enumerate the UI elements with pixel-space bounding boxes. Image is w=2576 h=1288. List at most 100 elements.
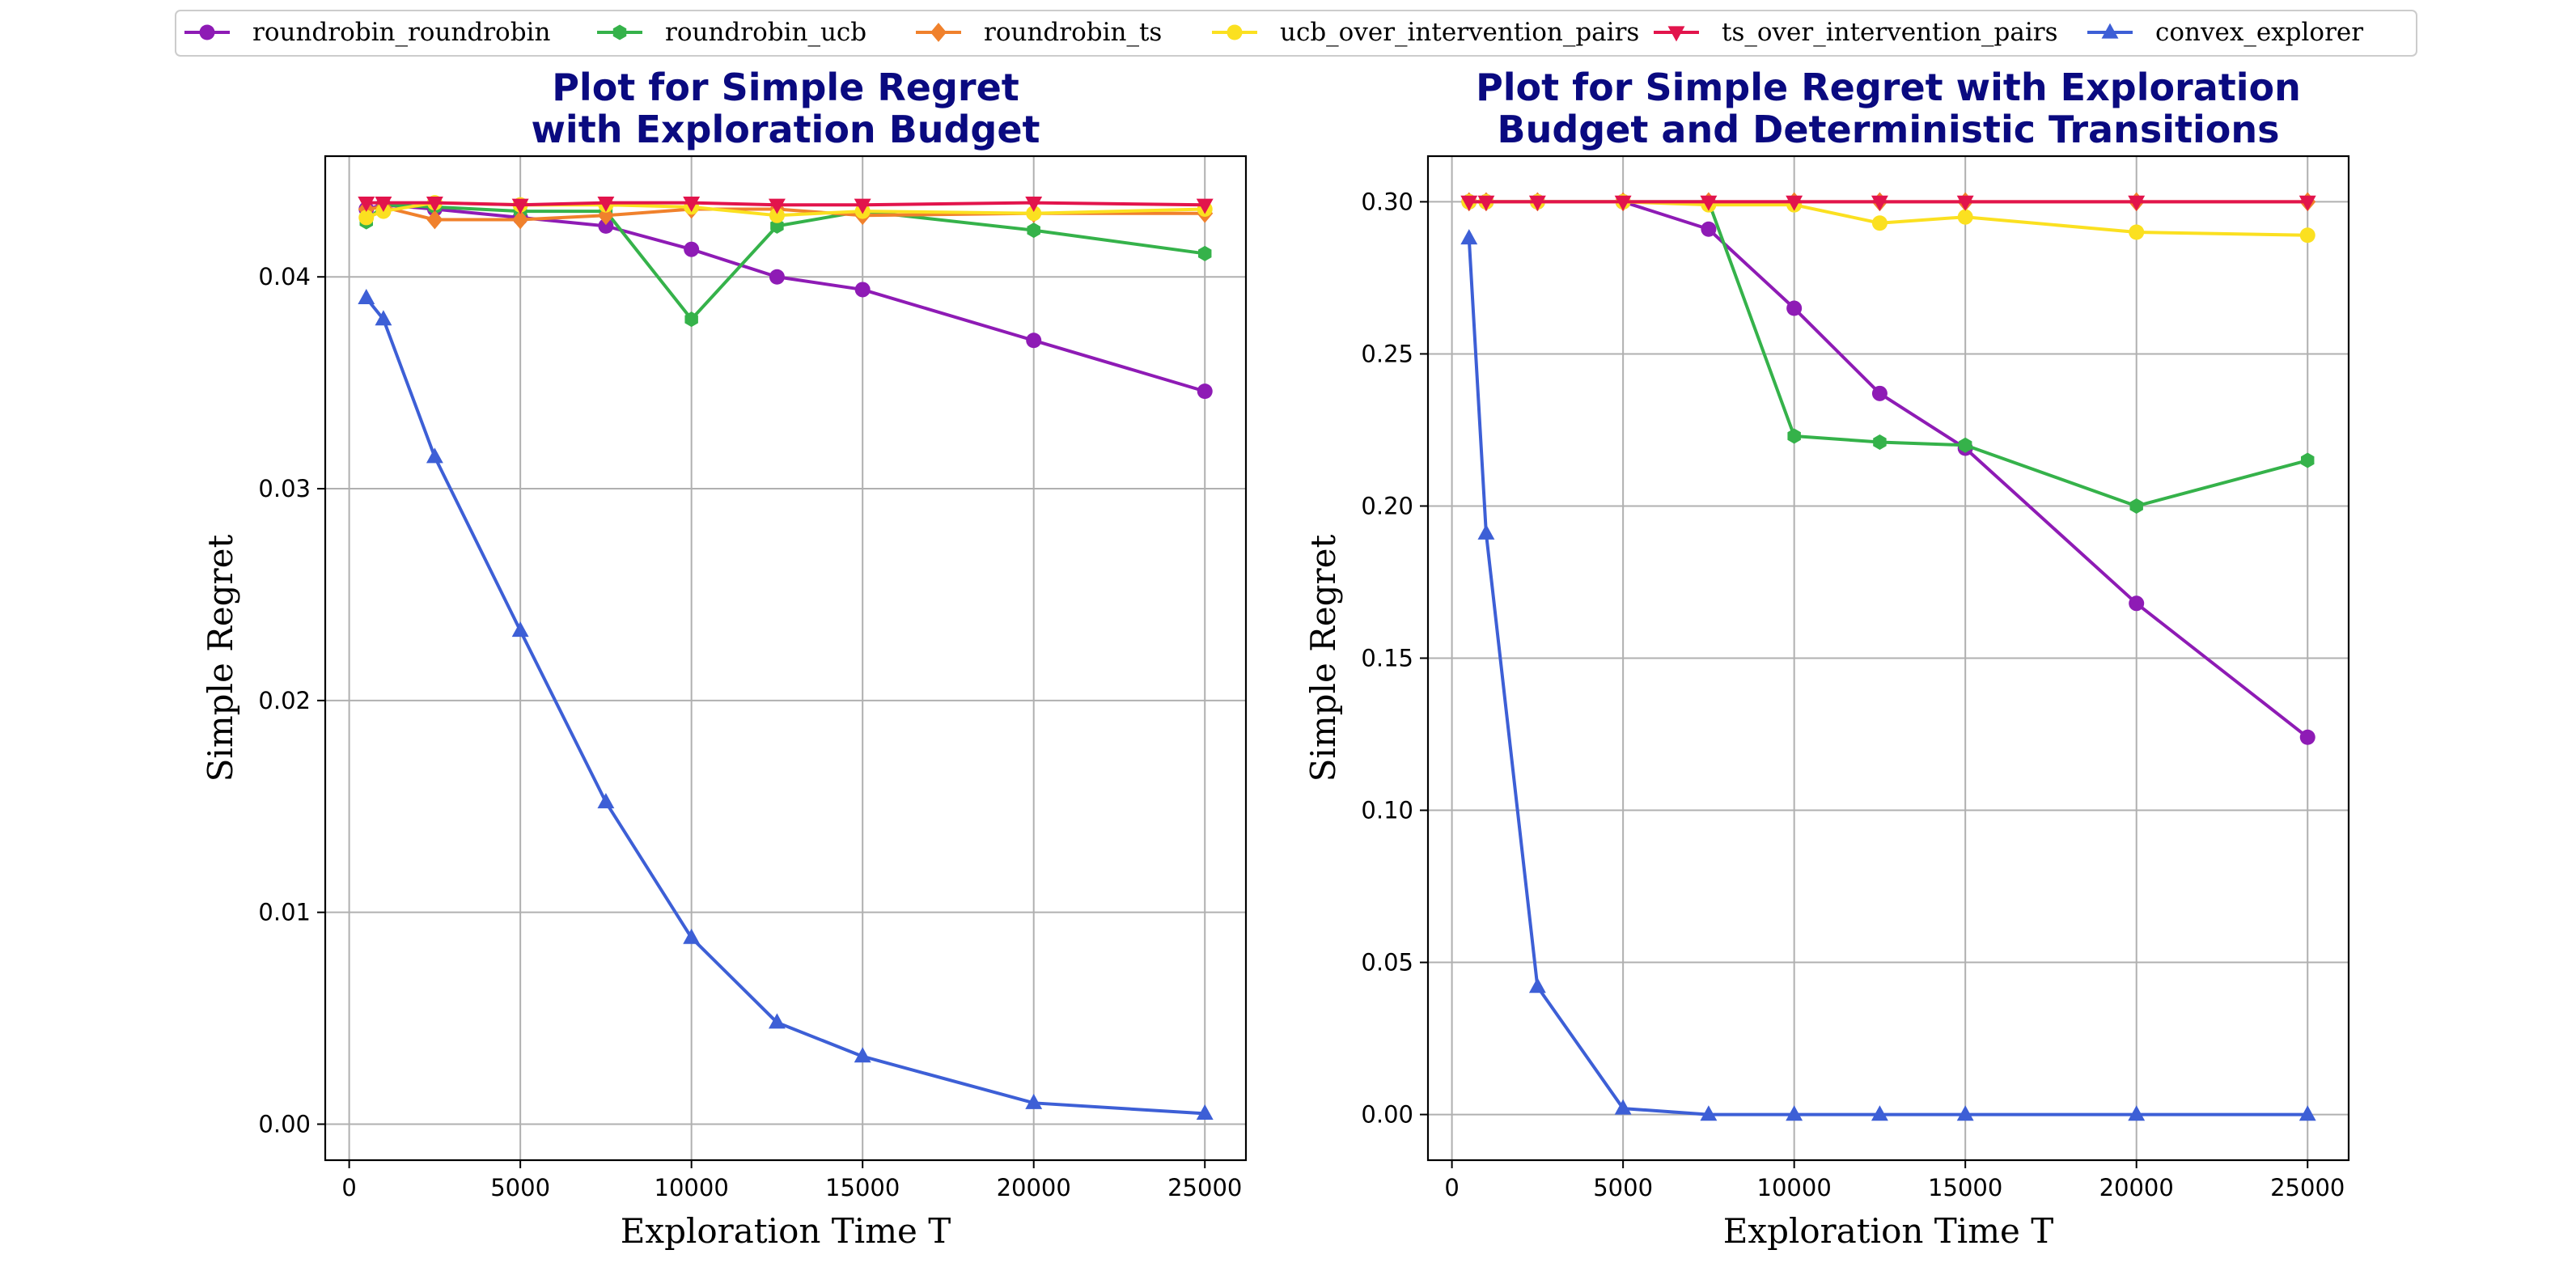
data-point [375, 196, 392, 212]
data-point [684, 311, 698, 328]
data-point [1614, 195, 1632, 211]
x-tick-label: 25000 [2270, 1174, 2345, 1201]
data-point [2298, 195, 2316, 211]
chart-panel-1: 0 5000 10000 15000 20000 25000 0.00 0.01 0.02 0.0… [201, 66, 1248, 1251]
series-line [1468, 200, 2308, 237]
data-point [1956, 1105, 1974, 1121]
data-point [598, 218, 614, 234]
data-point [1700, 1105, 1718, 1121]
data-point [2128, 1105, 2146, 1121]
data-point [2301, 452, 2315, 468]
chart-title-line: Budget and Deterministic Transitions [1498, 108, 2280, 151]
series-line [1468, 200, 2309, 739]
legend: roundrobin_roundrobin roundrobin_ucb round… [175, 10, 2417, 57]
series-roundrobin_roundrobin [358, 197, 1213, 400]
data-point [1786, 195, 1803, 211]
series-line [366, 201, 1205, 207]
data-point [854, 1047, 871, 1063]
data-point [1528, 977, 1546, 994]
legend-entry: roundrobin_roundrobin [184, 18, 550, 47]
legend-box [175, 10, 2417, 57]
series-convex_explorer [1460, 229, 2316, 1121]
series-ts_over_intervention_pairs [1460, 195, 2316, 211]
y-tick-label: 0.02 [258, 687, 311, 714]
data-point [1871, 1105, 1888, 1121]
plot-frame [324, 155, 1248, 1162]
data-point [511, 621, 529, 638]
data-point [1197, 383, 1213, 400]
data-point [2298, 1105, 2316, 1121]
legend-entry: roundrobin_ts [916, 18, 1162, 47]
y-tick-label: 0.00 [258, 1110, 311, 1138]
legend-entry: ucb_over_intervention_pairs [1212, 18, 1639, 47]
x-tick-label: 0 [341, 1174, 356, 1201]
series-convex_explorer [358, 289, 1214, 1121]
data-point [1871, 215, 1888, 231]
data-point [768, 198, 786, 214]
x-tick-label: 25000 [1167, 1174, 1242, 1201]
legend-marker [1667, 26, 1685, 42]
data-point [1477, 195, 1495, 211]
data-point [1026, 333, 1042, 349]
y-tick-label: 0.10 [1361, 797, 1413, 824]
data-point [1196, 198, 1214, 214]
y-axis-label: Simple Regret [1303, 535, 1343, 782]
data-point [683, 928, 701, 944]
x-tick-label: 0 [1444, 1174, 1459, 1201]
data-point [426, 210, 443, 230]
legend-marker [612, 24, 627, 40]
y-tick-label: 0.00 [1361, 1101, 1413, 1129]
series-line [366, 205, 1205, 222]
data-point [512, 210, 529, 230]
x-tick-label: 20000 [2099, 1174, 2174, 1201]
data-point [1701, 221, 1717, 237]
x-tick-label: 5000 [490, 1174, 550, 1201]
x-tick-label: 20000 [997, 1174, 1071, 1201]
data-point [1025, 1093, 1043, 1109]
series-ts_over_intervention_pairs [358, 196, 1214, 214]
data-point [1460, 195, 1478, 211]
legend-label: ts_over_intervention_pairs [1722, 18, 2058, 47]
x-tick-label: 10000 [655, 1174, 729, 1201]
legend-label: roundrobin_roundrobin [252, 18, 550, 47]
legend-entry: ts_over_intervention_pairs [1654, 18, 2058, 47]
data-point [426, 447, 443, 464]
data-point [2129, 595, 2145, 612]
data-point [426, 196, 443, 212]
data-point [1786, 1105, 1803, 1121]
data-point [683, 196, 701, 212]
data-point [2128, 195, 2146, 211]
chart-title-line: Plot for Simple Regret [552, 66, 1019, 109]
data-point [1958, 437, 1972, 453]
data-point [358, 289, 375, 305]
data-point [1025, 196, 1043, 212]
series-line [365, 297, 1205, 1116]
data-point [854, 282, 871, 298]
data-point [1198, 245, 1212, 261]
data-point [358, 210, 375, 226]
data-point [769, 269, 785, 285]
legend-label: ucb_over_intervention_pairs [1280, 18, 1639, 47]
legend-entry: roundrobin_ucb [597, 18, 866, 47]
data-point [358, 196, 375, 212]
data-point [1460, 229, 1478, 245]
data-point [854, 198, 871, 214]
data-point [1477, 523, 1495, 540]
y-axis-label: Simple Regret [201, 535, 240, 782]
y-tick-label: 0.25 [1361, 340, 1413, 367]
data-point [511, 198, 529, 214]
legend-label: convex_explorer [2155, 18, 2363, 47]
x-tick-label: 15000 [1928, 1174, 2002, 1201]
data-point [1614, 1099, 1632, 1115]
data-point [1871, 195, 1888, 211]
data-point [1026, 205, 1042, 222]
data-point [2129, 224, 2145, 240]
data-point [1786, 300, 1803, 316]
y-tick-label: 0.20 [1361, 492, 1413, 519]
series-line [1467, 238, 2308, 1116]
data-point [1196, 1104, 1214, 1121]
data-point [1957, 209, 1973, 225]
series-line [366, 201, 1205, 219]
y-tick-label: 0.01 [258, 899, 311, 926]
series-line [365, 203, 1205, 321]
